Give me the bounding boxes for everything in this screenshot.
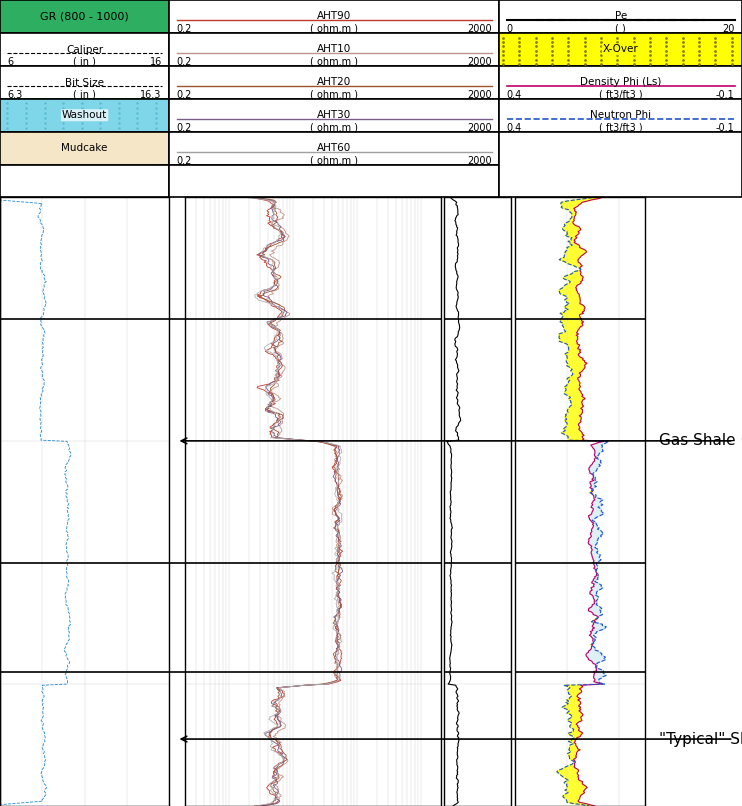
Text: GR (800 - 1000): GR (800 - 1000) — [40, 11, 129, 22]
Text: 0.2: 0.2 — [177, 24, 192, 34]
Text: Density Phi (Ls): Density Phi (Ls) — [580, 77, 661, 87]
Text: X-Over: X-Over — [603, 44, 639, 54]
Text: ( ohm.m ): ( ohm.m ) — [310, 24, 358, 34]
Text: 0.4: 0.4 — [507, 123, 522, 133]
Text: -0.1: -0.1 — [716, 89, 735, 100]
Text: 6.3: 6.3 — [7, 89, 23, 100]
Text: 2000: 2000 — [467, 156, 492, 165]
Bar — [169, 0, 499, 33]
Bar — [169, 99, 499, 131]
Text: ( ): ( ) — [615, 24, 626, 34]
Bar — [499, 33, 742, 66]
Text: ( in ): ( in ) — [73, 57, 96, 67]
Bar — [169, 66, 499, 99]
Text: Bit Size: Bit Size — [65, 78, 104, 88]
Text: 16: 16 — [149, 57, 162, 67]
Text: 0.2: 0.2 — [177, 156, 192, 165]
Text: ( ohm.m ): ( ohm.m ) — [310, 57, 358, 67]
Text: Mudcake: Mudcake — [62, 143, 108, 153]
Bar — [0, 99, 169, 131]
Text: ( ft3/ft3 ): ( ft3/ft3 ) — [599, 89, 643, 100]
Bar — [499, 131, 742, 197]
Bar — [0, 66, 169, 99]
Text: ( in ): ( in ) — [73, 89, 96, 100]
Text: 20: 20 — [722, 24, 735, 34]
Text: Gas Shale: Gas Shale — [659, 434, 736, 448]
Bar — [169, 164, 499, 197]
Bar — [0, 0, 169, 33]
Text: 0.2: 0.2 — [177, 57, 192, 67]
Text: AHT90: AHT90 — [317, 11, 352, 21]
Bar — [499, 0, 742, 33]
Text: Caliper: Caliper — [66, 45, 103, 55]
Text: -0.1: -0.1 — [716, 123, 735, 133]
Text: AHT10: AHT10 — [317, 44, 352, 54]
Text: ( ohm.m ): ( ohm.m ) — [310, 156, 358, 165]
Text: 2000: 2000 — [467, 123, 492, 133]
Text: 2000: 2000 — [467, 89, 492, 100]
Bar — [169, 131, 499, 164]
Text: 0.4: 0.4 — [507, 89, 522, 100]
Text: ( ft3/ft3 ): ( ft3/ft3 ) — [599, 123, 643, 133]
Text: "Typical" Shale: "Typical" Shale — [659, 732, 742, 746]
Bar — [499, 66, 742, 99]
Text: 16.3: 16.3 — [140, 89, 162, 100]
Text: AHT30: AHT30 — [317, 110, 352, 120]
Text: AHT60: AHT60 — [317, 143, 352, 153]
Text: Neutron Phi: Neutron Phi — [590, 110, 651, 120]
Text: ( ohm.m ): ( ohm.m ) — [310, 123, 358, 133]
Text: 2000: 2000 — [467, 24, 492, 34]
Bar — [169, 33, 499, 66]
Text: 6: 6 — [7, 57, 13, 67]
Text: 0.2: 0.2 — [177, 123, 192, 133]
Bar — [499, 99, 742, 131]
Text: Washout: Washout — [62, 110, 107, 120]
Bar — [0, 33, 169, 66]
Text: ( ohm.m ): ( ohm.m ) — [310, 89, 358, 100]
Text: 0.2: 0.2 — [177, 89, 192, 100]
Text: 0: 0 — [507, 24, 513, 34]
Bar — [0, 164, 169, 197]
Text: Pe: Pe — [614, 11, 627, 21]
Text: AHT20: AHT20 — [317, 77, 352, 87]
Text: 2000: 2000 — [467, 57, 492, 67]
Bar — [0, 131, 169, 164]
Text: "Typical" Shale: "Typical" Shale — [741, 732, 742, 746]
Text: Gas Shale: Gas Shale — [741, 434, 742, 448]
